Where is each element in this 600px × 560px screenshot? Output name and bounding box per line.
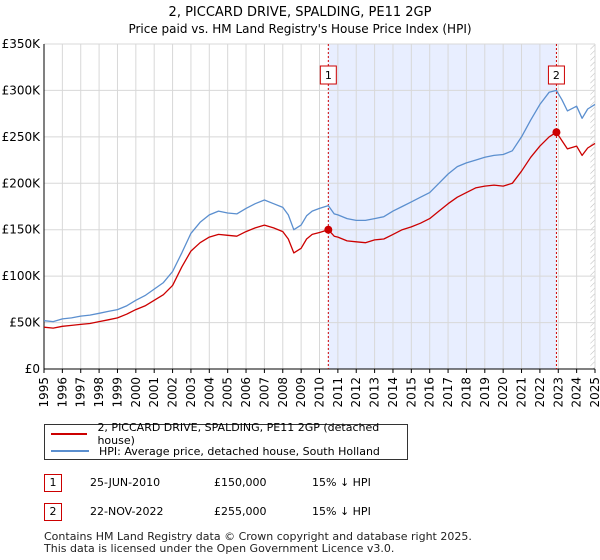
property-price-line — [43, 131, 596, 329]
x-tick-label: 2025 — [588, 377, 600, 408]
x-tick-label: 2006 — [239, 377, 253, 408]
x-tick-label: 2021 — [515, 377, 529, 408]
legend-label-hpi: HPI: Average price, detached house, Sout… — [99, 444, 380, 458]
transaction-marker-badge: 1 — [44, 474, 62, 492]
x-tick-label: 2004 — [202, 377, 216, 408]
x-tick-label: 2017 — [441, 377, 455, 408]
legend-swatch-hpi — [51, 450, 89, 452]
x-tick-label: 2020 — [496, 377, 510, 408]
x-tick-label: 2002 — [166, 377, 180, 408]
legend-label-property: 2, PICCARD DRIVE, SPALDING, PE11 2GP (de… — [97, 421, 380, 447]
x-tick-label: 2014 — [386, 377, 400, 408]
legend-item-property: 2, PICCARD DRIVE, SPALDING, PE11 2GP (de… — [51, 421, 407, 447]
x-tick-label: 2019 — [478, 377, 492, 408]
x-tick-label: 1997 — [74, 377, 88, 408]
x-tick-label: 1999 — [110, 377, 124, 408]
x-tick-label: 2015 — [404, 377, 418, 408]
price-chart: 2, PICCARD DRIVE, SPALDING, PE11 2GP Pri… — [2, 5, 600, 408]
x-tick-label: 2005 — [221, 377, 235, 408]
y-tick-label: £100K — [2, 269, 42, 283]
sale-label-box — [547, 65, 565, 85]
legend: 2, PICCARD DRIVE, SPALDING, PE11 2GP (de… — [44, 421, 408, 460]
y-tick-label: £250K — [2, 130, 42, 144]
x-tick-label: 1998 — [92, 377, 106, 408]
transaction-hpi-diff: 15% ↓ HPI — [312, 505, 371, 518]
sale-point — [552, 128, 561, 137]
sale-label-box — [319, 65, 337, 85]
chart-subtitle: Price paid vs. HM Land Registry's House … — [128, 22, 471, 36]
x-tick-label: 1995 — [37, 377, 51, 408]
transaction-date: 22-NOV-2022 — [90, 505, 164, 518]
x-tick-label: 2008 — [276, 377, 290, 408]
y-tick-label: £50K — [9, 316, 41, 330]
y-tick-label: £200K — [2, 176, 42, 190]
forecast-hatch — [590, 44, 595, 369]
x-tick-label: 2018 — [459, 377, 473, 408]
x-tick-label: 2011 — [331, 377, 345, 408]
footer-copyright: Contains HM Land Registry data © Crown c… — [44, 530, 472, 543]
x-tick-label: 2022 — [533, 377, 547, 408]
legend-item-hpi: HPI: Average price, detached house, Sout… — [51, 443, 380, 459]
sale-point — [324, 225, 333, 234]
transaction-hpi-diff: 15% ↓ HPI — [312, 476, 371, 489]
x-tick-label: 2000 — [129, 377, 143, 408]
y-tick-label: £300K — [2, 83, 42, 97]
transaction-date: 25-JUN-2010 — [90, 476, 161, 489]
footer-licence: This data is licensed under the Open Gov… — [44, 542, 395, 555]
hpi-line — [43, 89, 596, 323]
x-tick-label: 2016 — [423, 377, 437, 408]
y-tick-label: £350K — [2, 37, 42, 51]
x-tick-label: 2023 — [551, 377, 565, 408]
x-tick-label: 2013 — [368, 377, 382, 408]
legend-swatch-property — [51, 433, 88, 435]
x-tick-label: 2001 — [147, 377, 161, 408]
x-tick-label: 2003 — [184, 377, 198, 408]
x-tick-label: 2010 — [313, 377, 327, 408]
y-tick-label: £0 — [25, 362, 40, 376]
transaction-marker-badge: 2 — [44, 503, 62, 521]
y-tick-label: £150K — [2, 223, 42, 237]
x-tick-label: 2009 — [294, 377, 308, 408]
x-tick-label: 1996 — [55, 377, 69, 408]
transaction-price: £150,000 — [214, 476, 267, 489]
transaction-price: £255,000 — [214, 505, 267, 518]
chart-title: 2, PICCARD DRIVE, SPALDING, PE11 2GP — [169, 5, 432, 20]
ownership-shade — [328, 44, 557, 369]
x-tick-label: 2012 — [349, 377, 363, 408]
x-tick-label: 2024 — [570, 377, 584, 408]
x-tick-label: 2007 — [257, 377, 271, 408]
footer: Contains HM Land Registry data © Crown c… — [44, 531, 472, 555]
sale-label: 1 — [325, 69, 332, 82]
sale-label: 2 — [553, 69, 560, 82]
